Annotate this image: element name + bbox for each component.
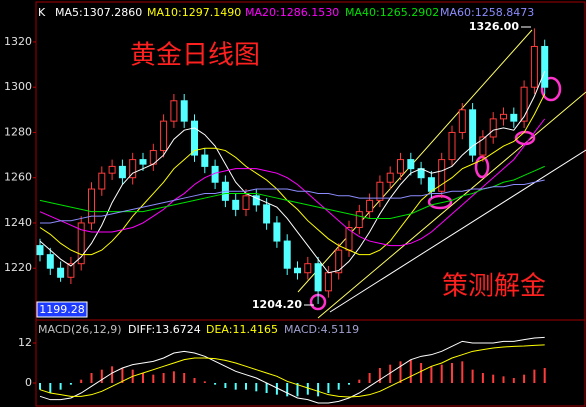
candle-body [489,118,497,138]
candle-body [67,263,75,278]
y-tick-label: 0 [25,376,32,389]
candle-body [263,204,271,224]
candle-body [438,159,446,192]
candle-body [77,222,85,265]
legend-entry: MA5:1307.2860 [55,6,142,19]
candle-body [510,113,518,122]
candle-body [469,109,477,156]
channel-line [297,29,533,293]
macd-title: MACD(26,12,9) [38,323,122,336]
candle-body [242,195,250,210]
line-series [39,344,545,398]
candle-body [397,159,404,174]
highlight [474,155,490,179]
candle-body [304,263,312,274]
candle-body [479,136,487,156]
highlight [427,194,453,210]
candle-body [98,172,106,190]
candle-body [46,254,54,269]
min-box-label: 1199.28 [39,303,85,316]
high-label: 1326.00 [469,20,519,33]
line-series [40,179,545,224]
candle-body [427,177,435,192]
candle-body [201,154,209,167]
legend-entry: MA60:1258.8473 [440,6,534,19]
y-tick-label: 1280 [4,125,32,138]
highlight [514,130,536,146]
candle-body [294,267,301,274]
candle-body [57,267,65,278]
candle-body [129,159,137,179]
y-tick-label: 1220 [4,261,32,274]
y-tick-label: 1260 [4,171,32,184]
y-tick-label: 1240 [4,216,32,229]
line-series [39,93,546,256]
candle-body [170,100,178,122]
channel-line [317,91,586,319]
candle-body [191,120,198,156]
macd-panel-border [35,319,586,407]
candle-body [283,240,291,269]
candle-body [335,249,343,274]
candle-body [252,195,260,206]
candle-body [376,181,384,201]
chart-title: 黄金日线图 [130,41,260,71]
candle-body [180,100,188,122]
line-series [39,165,545,219]
legend-entry: DEA:11.4165 [206,323,278,336]
legend-entry: MACD:4.5119 [284,323,359,336]
low-label: 1204.20 [252,298,302,311]
candle-body [88,188,95,224]
candle-body [273,222,281,242]
channel-line [329,149,586,313]
legend-entry: MA10:1297.1490 [147,6,241,19]
legend-entry: DIFF:13.6724 [128,323,201,336]
candle-body [118,165,126,179]
candle-body [139,159,147,165]
candle-body [458,109,466,133]
line-series [39,118,546,247]
candle-body [541,45,549,88]
y-tick-label: 12 [18,336,32,349]
highlight [540,76,562,102]
candle-body [160,120,168,152]
legend-prefix: K [38,6,46,19]
line-series [39,71,546,274]
candle-body [366,199,374,213]
candle-body [324,272,332,292]
y-tick-label: 1320 [4,35,32,48]
watermark: 策测解金 [442,272,546,302]
trend-channel [297,29,586,319]
candle-body [355,211,363,228]
candle-body [448,131,456,161]
legend-entry: MA40:1265.2902 [345,6,439,19]
candle-body [36,245,44,256]
legend-entry: MA20:1286.1530 [245,6,339,19]
y-tick-label: 1300 [4,80,32,93]
candle-body [108,165,116,174]
candle-body [500,113,507,120]
candle-body [520,86,528,122]
candle-body [314,263,322,292]
min-box [36,301,88,318]
candle-body [232,199,240,210]
line-series [39,336,545,404]
candle-body [386,172,394,183]
candle-body [530,45,538,88]
candle-body [407,159,415,170]
